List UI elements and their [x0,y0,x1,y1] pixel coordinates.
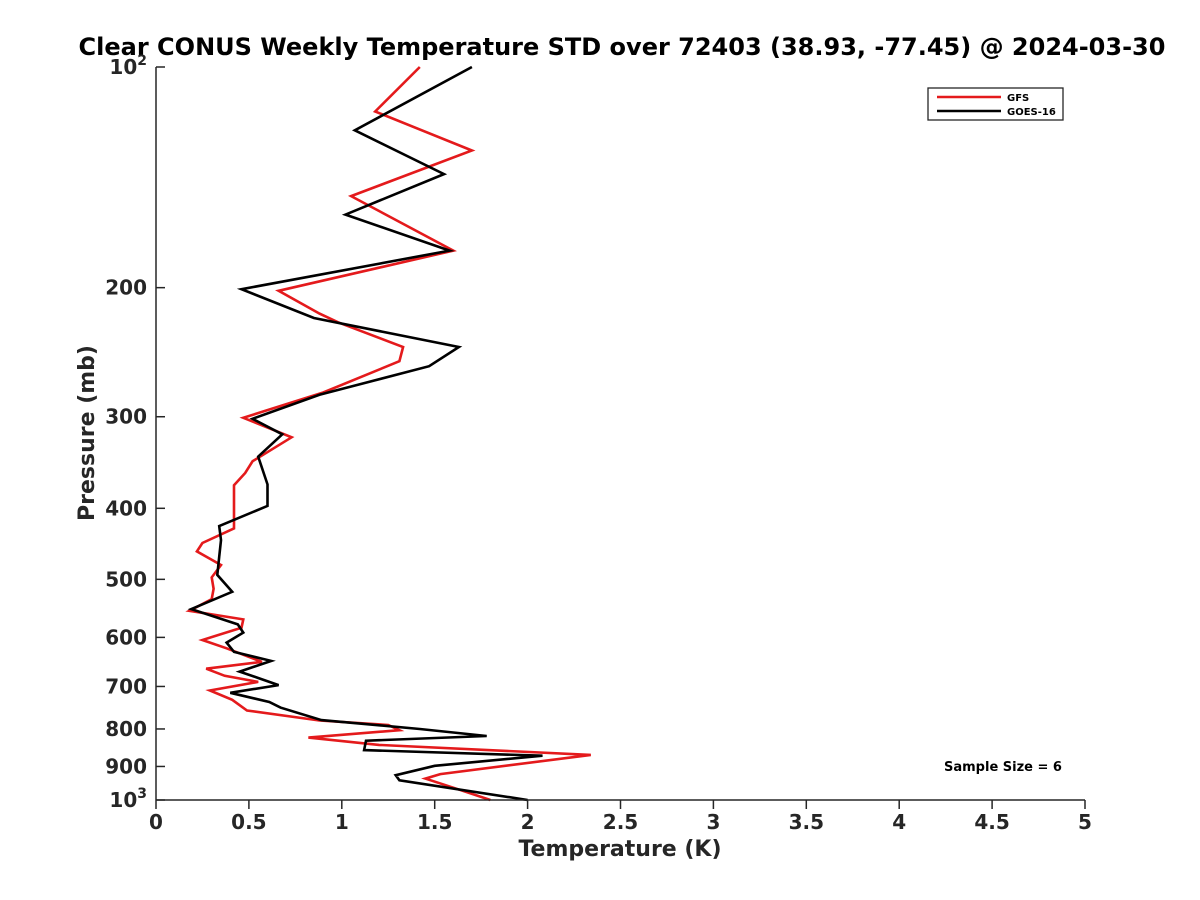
chart-title: Clear CONUS Weekly Temperature STD over … [79,33,1166,61]
x-tick-label: 1.5 [417,810,452,834]
axes: 0 0.5 1 1.5 2 2.5 3 3.5 4 4.5 5 102 200 300 400 500 600 7… [105,53,1092,834]
legend: GFS GOES-16 [927,87,1064,121]
x-tick-label: 0.5 [231,810,266,834]
legend-label-gfs: GFS [1007,93,1029,104]
series-line-goes-16 [187,65,543,802]
y-tick-label: 200 [105,276,147,300]
y-tick-label: 400 [105,496,147,520]
x-tick-label: 4.5 [974,810,1009,834]
y-tick-label: 900 [105,754,147,778]
x-tick-label: 4 [892,810,906,834]
x-tick-label: 5 [1078,810,1092,834]
x-tick-label: 3.5 [789,810,824,834]
legend-box [927,87,1064,121]
y-tick-label: 300 [105,405,147,429]
x-tick-label: 1 [335,810,349,834]
y-tick-label: 700 [105,674,147,698]
y-tick-label: 600 [105,625,147,649]
x-tick-label: 0 [149,810,163,834]
y-tick-label: 800 [105,717,147,741]
legend-label-goes-16: GOES-16 [1007,107,1056,118]
y-axis-label: Pressure (mb) [75,345,100,521]
x-tick-label: 2.5 [603,810,638,834]
x-axis-label: Temperature (K) [518,837,721,862]
y-tick-label: 500 [105,567,147,591]
x-tick-label: 3 [706,810,720,834]
sample-size-annotation: Sample Size = 6 [944,760,1062,775]
y-tick-label: 102 [109,53,147,79]
x-tick-label: 2 [521,810,535,834]
y-tick-label: 103 [109,786,147,812]
plot-area [185,65,591,802]
